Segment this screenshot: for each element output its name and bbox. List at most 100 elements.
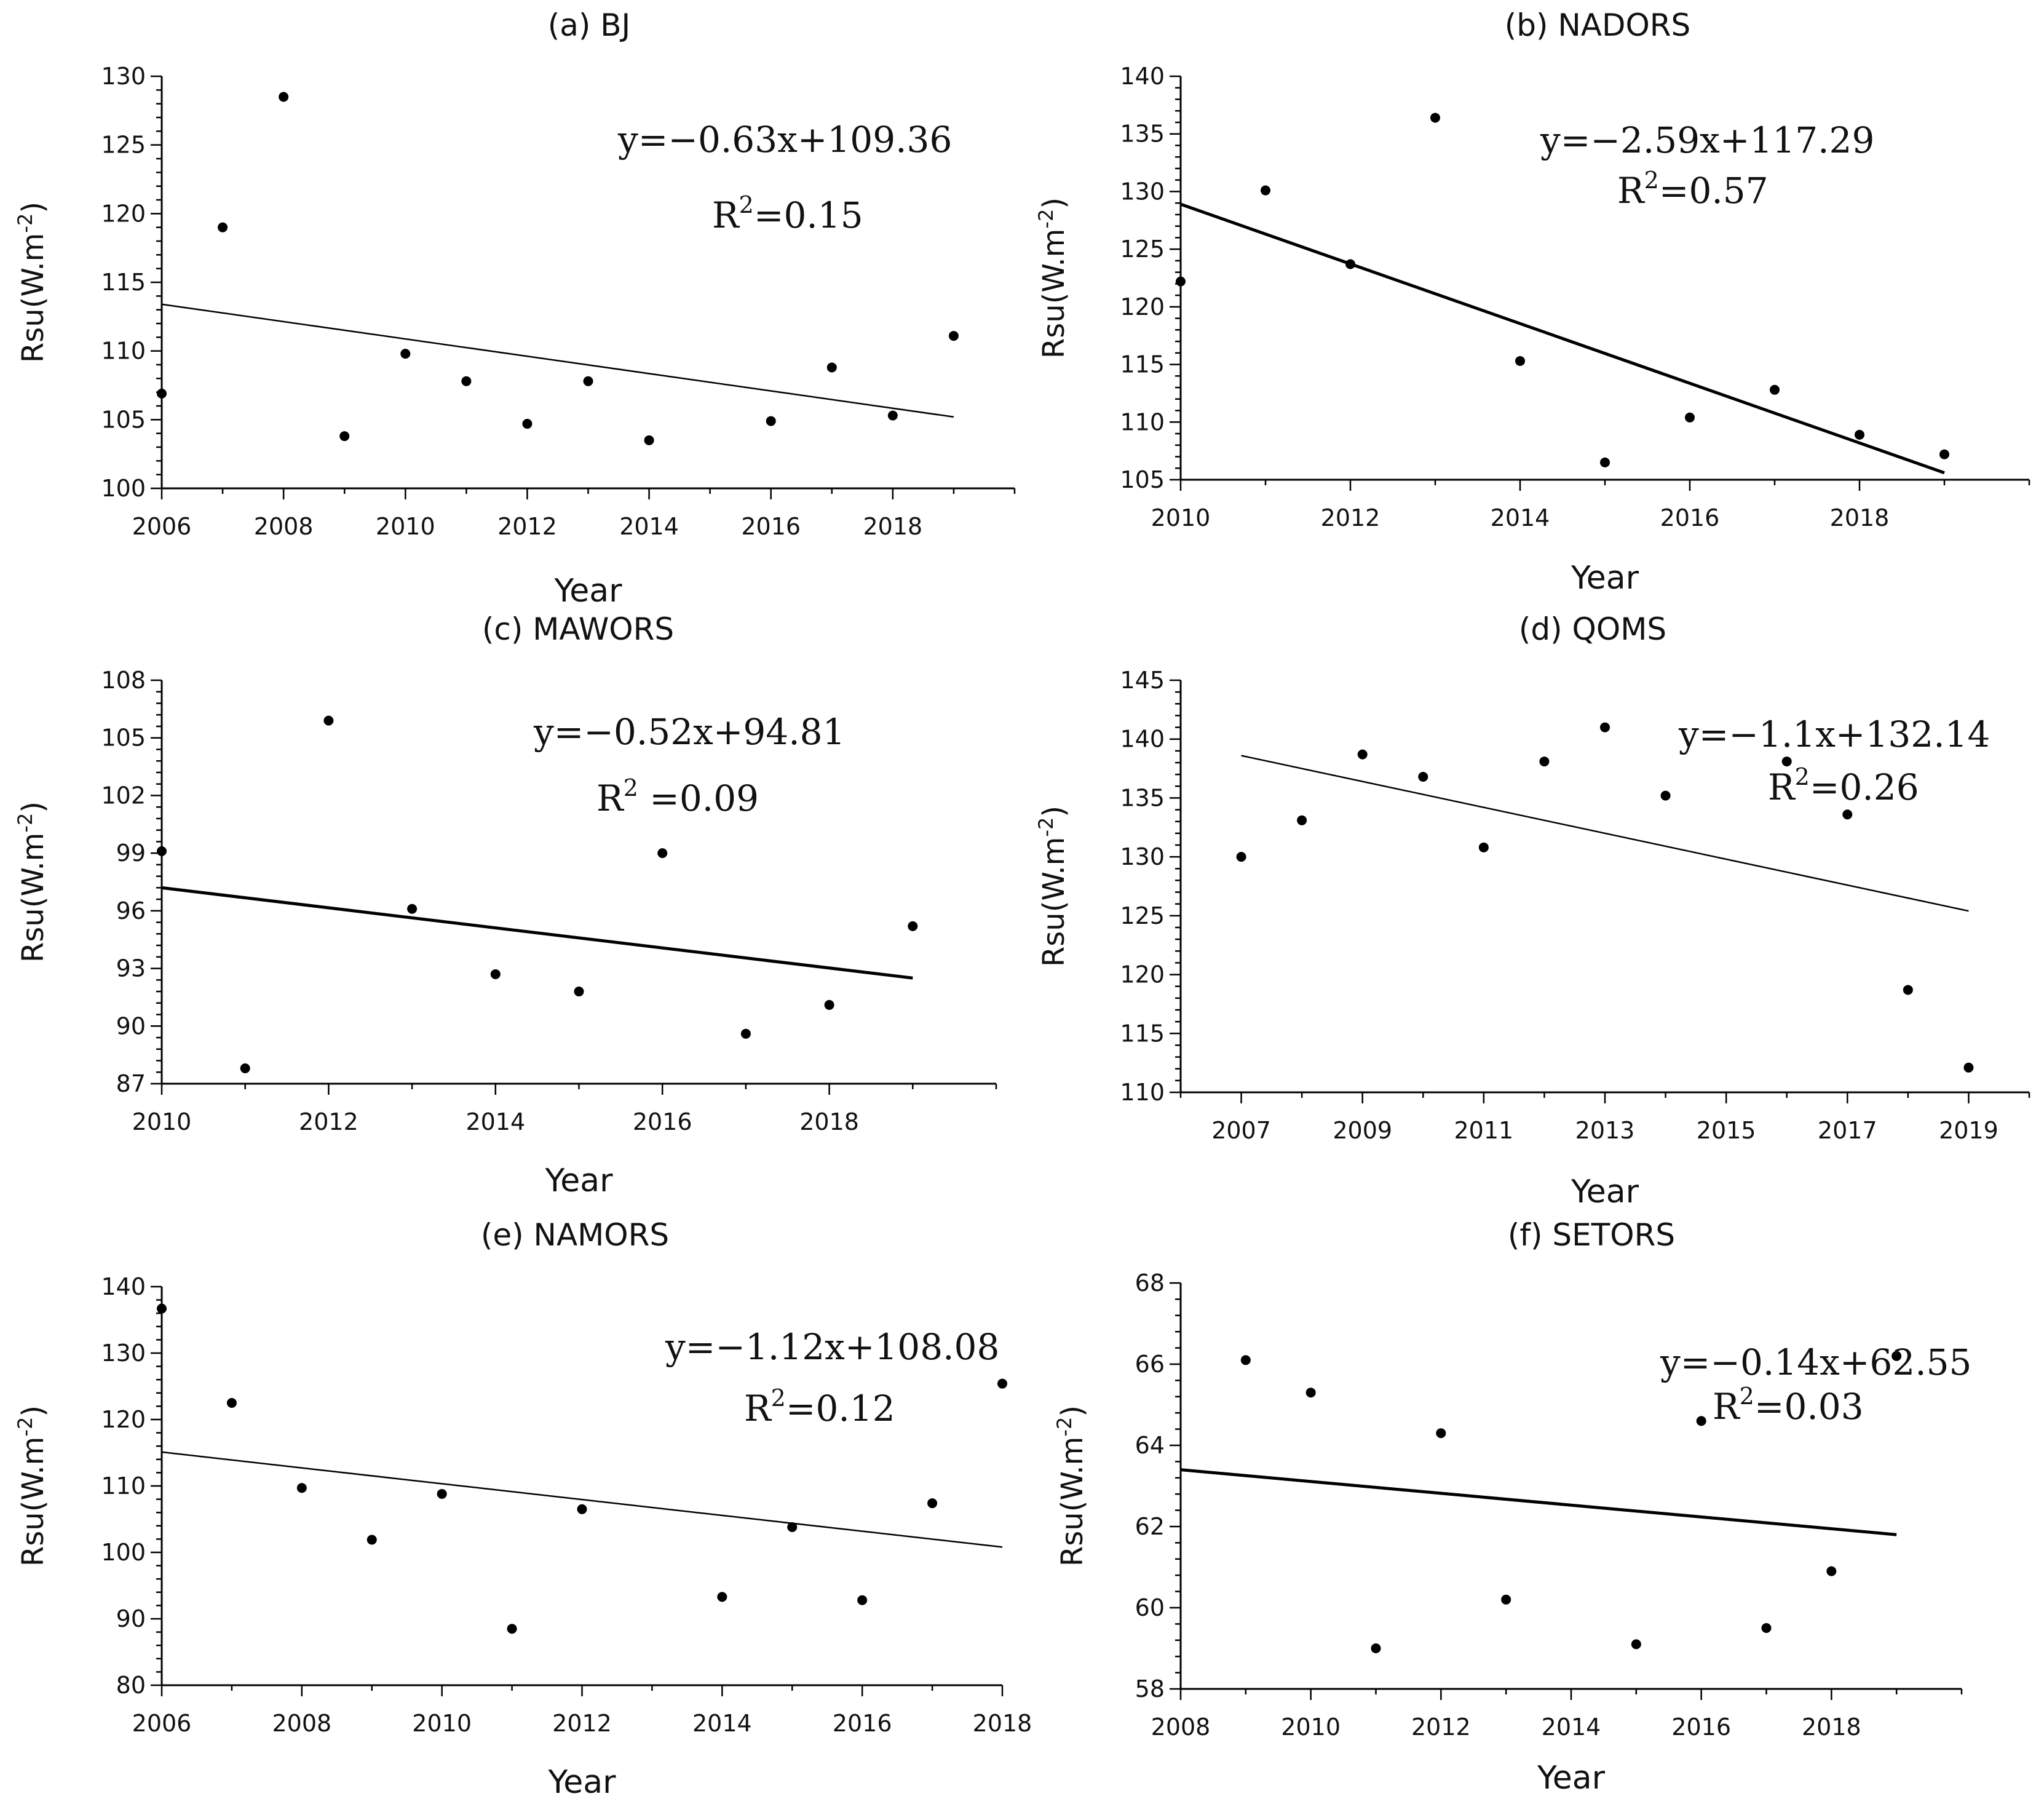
data-point [157, 846, 167, 857]
y-tick-label: 115 [101, 269, 146, 296]
y-tick-label: 120 [1120, 961, 1165, 988]
data-point [490, 969, 501, 979]
data-point [240, 1063, 250, 1074]
data-point [824, 999, 834, 1010]
x-tick-label: 2006 [132, 1710, 192, 1737]
r-squared: R2=0.57 [1617, 167, 1769, 212]
x-tick-label: 2010 [1151, 504, 1211, 531]
y-tick-label: 120 [101, 1406, 146, 1433]
data-point [461, 376, 472, 386]
x-tick-label: 2016 [833, 1710, 892, 1737]
data-point [522, 419, 533, 429]
data-point [1600, 722, 1610, 733]
panel-title: (b) NADORS [1505, 7, 1691, 43]
x-tick-label: 2014 [1542, 1714, 1601, 1741]
x-tick-label: 2016 [1660, 504, 1720, 531]
x-tick-label: 2014 [619, 513, 679, 540]
x-tick-label: 2007 [1211, 1117, 1271, 1144]
panel-1: (a) BJ 100 105 110 115 120 125 130 2006 2008 2010 2… [14, 7, 1016, 610]
x-tick-label: 2018 [973, 1710, 1032, 1737]
y-tick-label: 87 [116, 1070, 146, 1097]
data-point [1539, 757, 1550, 767]
y-axis-label: Rsu(W.m-2) [1034, 197, 1071, 359]
y-axis-label: Rsu(W.m-2) [1034, 806, 1071, 967]
x-tick-label: 2012 [497, 513, 557, 540]
data-point [826, 362, 837, 373]
y-tick-label: 115 [1120, 351, 1165, 378]
y-tick-label: 105 [101, 406, 146, 433]
x-tick-label: 2019 [1939, 1117, 1998, 1144]
y-tick-label: 80 [116, 1672, 146, 1699]
x-axis-label: Year [1537, 1760, 1606, 1797]
x-tick-label: 2018 [1830, 504, 1890, 531]
x-tick-label: 2016 [633, 1108, 692, 1135]
x-tick-label: 2013 [1575, 1117, 1635, 1144]
y-tick-label: 105 [101, 725, 146, 752]
data-point [366, 1535, 377, 1545]
regression-equation: y=−2.59x+117.29 [1540, 119, 1874, 161]
y-tick-label: 135 [1120, 784, 1165, 811]
r-squared: R2 =0.09 [596, 774, 759, 819]
r-squared: R2=0.03 [1713, 1383, 1864, 1428]
y-tick-label: 125 [1120, 236, 1165, 263]
y-tick-label: 105 [1120, 466, 1165, 493]
x-tick-label: 2018 [1802, 1714, 1861, 1741]
data-point [1685, 412, 1695, 423]
x-tick-label: 2006 [132, 513, 192, 540]
panel-title: (a) BJ [548, 7, 631, 43]
panel-title: (d) QOMS [1519, 611, 1666, 647]
x-tick-label: 2014 [1491, 504, 1550, 531]
r-squared: R2=0.26 [1768, 763, 1919, 808]
data-point [218, 222, 228, 232]
y-tick-label: 110 [1120, 408, 1165, 435]
regression-equation: y=−0.14x+62.55 [1660, 1341, 1971, 1383]
y-tick-label: 102 [101, 782, 146, 809]
data-point [1345, 259, 1355, 269]
data-point [740, 1028, 751, 1039]
trend-line [161, 1451, 1003, 1548]
data-point [1600, 457, 1610, 467]
y-axis-label: Rsu(W.m-2) [14, 202, 50, 363]
data-point [1297, 815, 1307, 825]
panel-title: (f) SETORS [1508, 1217, 1675, 1253]
y-tick-label: 125 [101, 132, 146, 159]
y-tick-label: 140 [1120, 726, 1165, 753]
y-axis-label: Rsu(W.m-2) [14, 1405, 50, 1567]
y-tick-label: 130 [1120, 843, 1165, 870]
data-point [507, 1624, 517, 1634]
data-point [948, 331, 959, 341]
x-axis-label: Year [553, 573, 622, 610]
y-tick-label: 125 [1120, 902, 1165, 929]
data-point [574, 987, 584, 997]
x-tick-label: 2008 [272, 1710, 331, 1737]
r-squared: R2=0.12 [744, 1384, 895, 1429]
x-tick-label: 2016 [741, 513, 801, 540]
y-tick-label: 90 [116, 1012, 146, 1039]
data-point [1305, 1388, 1316, 1398]
y-tick-label: 110 [1120, 1079, 1165, 1106]
y-axis-label: Rsu(W.m-2) [1053, 1405, 1090, 1567]
y-tick-label: 140 [1120, 63, 1165, 90]
regression-equation: y=−0.63x+109.36 [617, 119, 952, 161]
x-tick-label: 2015 [1697, 1117, 1756, 1144]
data-point [1176, 276, 1186, 287]
data-point [1430, 113, 1440, 123]
data-point [1660, 790, 1671, 801]
y-tick-label: 62 [1135, 1513, 1165, 1540]
data-point [1781, 757, 1792, 767]
panel-title: (c) MAWORS [482, 611, 674, 647]
y-tick-label: 68 [1135, 1269, 1165, 1297]
panel-6: (f) SETORS 58 60 62 64 66 68 2008 2010 2012 2014 20… [1053, 1217, 1971, 1797]
y-tick-label: 115 [1120, 1020, 1165, 1047]
y-tick-label: 90 [116, 1605, 146, 1632]
y-tick-label: 110 [101, 338, 146, 365]
regression-equation: y=−0.52x+94.81 [533, 711, 845, 753]
y-tick-label: 130 [101, 1340, 146, 1367]
y-tick-label: 135 [1120, 121, 1165, 148]
data-point [577, 1504, 587, 1514]
data-point [1357, 749, 1368, 760]
data-point [857, 1595, 868, 1605]
trend-line [161, 886, 913, 980]
data-point [1236, 852, 1246, 862]
